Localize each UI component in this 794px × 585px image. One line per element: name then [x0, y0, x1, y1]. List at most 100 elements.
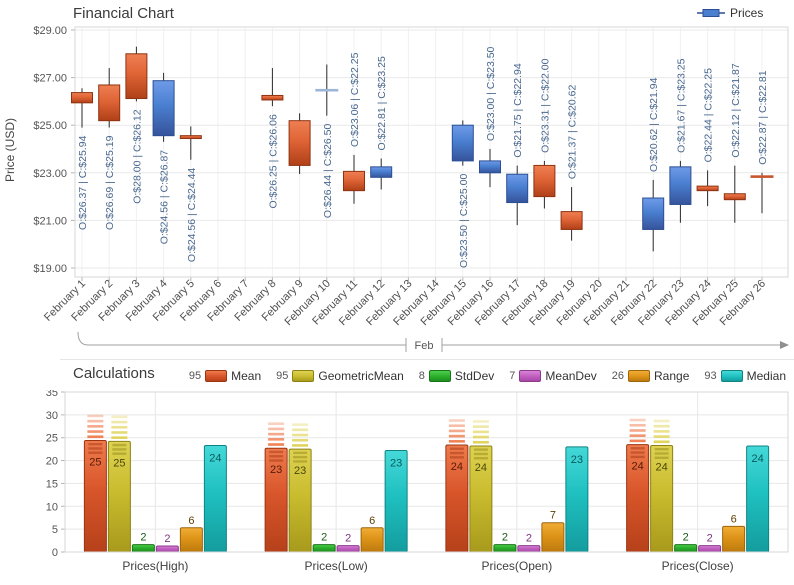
bar-stripe-decoration	[111, 415, 128, 419]
bar-value-label: 24	[475, 462, 487, 474]
bar-value-label: 7	[550, 510, 556, 522]
prices-legend-item[interactable]: Prices	[697, 6, 763, 20]
bar-stripe-decoration	[448, 424, 465, 428]
candle-ohlc-label: O:$22.81 | C:$23.25	[376, 56, 388, 151]
legend-item-median[interactable]: 93 Median	[704, 369, 786, 383]
bar-meandev-prices(low)[interactable]	[336, 545, 360, 553]
bar-stripe-decoration	[268, 422, 285, 426]
prices-legend-label: Prices	[730, 6, 764, 20]
candle-february-23[interactable]: O:$21.67 | C:$23.25	[669, 58, 692, 223]
bar-stripe-decoration	[111, 425, 128, 429]
candle-february-15[interactable]: O:$23.50 | C:$25.00	[451, 120, 474, 269]
bar-stripe-decoration	[292, 423, 309, 426]
bar-stripe-decoration	[269, 450, 284, 454]
bar-stripe-decoration	[653, 440, 670, 444]
candle-body	[506, 173, 529, 204]
category-label: Prices(High)	[122, 559, 188, 573]
candle-february-10[interactable]: O:$26.44 | C:$26.50	[315, 64, 339, 219]
bar-stripe-decoration	[630, 455, 645, 459]
y-axis-tick-label: $29.00	[33, 25, 67, 37]
candle-february-3[interactable]: O:$28.00 | C:$26.12	[125, 46, 148, 204]
candle-doji-dash	[750, 175, 774, 178]
candle-february-4[interactable]: O:$24.56 | C:$26.87	[152, 72, 175, 244]
candle-doji-dash	[315, 88, 339, 92]
legend-label: MeanDev	[545, 369, 597, 383]
bar-stddev-prices(close)[interactable]	[674, 544, 698, 553]
candle-february-12[interactable]: O:$22.81 | C:$23.25	[370, 56, 393, 190]
y-axis-tick-label: $25.00	[33, 120, 67, 132]
candle-february-22[interactable]: O:$20.62 | C:$21.94	[642, 77, 665, 252]
legend-item-mean[interactable]: 95 Mean	[189, 369, 261, 383]
candle-body	[71, 92, 93, 104]
bar-range-prices(high)[interactable]	[179, 527, 203, 553]
candle-february-24[interactable]: O:$22.44 | C:$22.25	[696, 68, 719, 207]
bar-value-label: 2	[502, 532, 508, 544]
bar-range-prices(open)[interactable]	[541, 522, 565, 553]
bar-stddev-prices(open)[interactable]	[493, 544, 517, 553]
candle-ohlc-label: O:$23.50 | C:$25.00	[458, 174, 470, 269]
bar-stripe-decoration	[472, 420, 489, 423]
bar-value-label: 2	[164, 533, 170, 545]
legend-swatch-icon	[292, 370, 315, 382]
bar-stripe-decoration	[269, 455, 284, 458]
bar-stripe-decoration	[629, 434, 646, 437]
candle-body	[179, 135, 202, 140]
y-axis-tick-label: 30	[46, 410, 58, 422]
candle-february-8[interactable]: O:$26.25 | C:$26.06	[261, 68, 284, 209]
y-axis-tick-label: $21.00	[33, 215, 67, 227]
candle-february-18[interactable]: O:$23.31 | C:$22.00	[533, 58, 556, 209]
bar-value-label: 24	[209, 452, 221, 464]
bar-stripe-decoration	[448, 419, 465, 422]
legend-value: 95	[188, 370, 202, 382]
band-arrow-icon	[780, 341, 789, 349]
legend-item-meandev[interactable]: 7 MeanDev	[509, 369, 596, 383]
legend-label: Range	[654, 369, 690, 383]
bar-stripe-decoration	[88, 451, 103, 454]
candle-february-25[interactable]: O:$22.12 | C:$21.87	[723, 63, 746, 223]
bar-stddev-prices(low)[interactable]	[312, 544, 336, 553]
bar-meandev-prices(open)[interactable]	[517, 545, 541, 553]
bar-value-label: 25	[89, 456, 101, 468]
bar-stripe-decoration	[654, 447, 669, 451]
legend-item-range[interactable]: 26 Range	[612, 369, 690, 383]
legend-value: 26	[611, 370, 625, 382]
bar-stripe-decoration	[268, 427, 285, 431]
bar-value-label: 23	[294, 465, 306, 477]
bar-meandev-prices(close)[interactable]	[698, 545, 722, 553]
legend-item-geometricmean[interactable]: 95 GeometricMean	[276, 369, 404, 383]
legend-label: Mean	[231, 369, 262, 383]
legend-icon-body	[702, 9, 720, 17]
bar-range-prices(low)[interactable]	[360, 527, 384, 553]
candle-february-5[interactable]: O:$24.56 | C:$24.44	[179, 126, 202, 262]
bar-stddev-prices(high)[interactable]	[131, 544, 155, 553]
legend-label: GeometricMean	[318, 369, 404, 383]
legend-item-stddev[interactable]: 8 StdDev	[419, 369, 494, 383]
candle-february-9[interactable]	[288, 113, 311, 174]
candle-february-16[interactable]: O:$23.00 | C:$23.50	[479, 46, 501, 188]
bar-stripe-decoration	[449, 447, 464, 450]
bar-stripe-decoration	[87, 414, 104, 418]
candle-february-17[interactable]: O:$21.75 | C:$22.94	[506, 63, 529, 226]
candle-february-2[interactable]: O:$26.69 | C:$25.19	[98, 68, 121, 230]
legend-label: StdDev	[454, 369, 495, 383]
candle-february-11[interactable]: O:$23.06 | C:$22.25	[343, 52, 365, 204]
y-axis-tick-label: $23.00	[33, 168, 67, 180]
candle-ohlc-label: O:$21.37 | C:$20.62	[567, 85, 579, 180]
bar-stripe-decoration	[112, 443, 127, 447]
bar-meandev-prices(high)[interactable]	[155, 545, 179, 553]
bar-stripe-decoration	[653, 424, 670, 428]
bar-stripe-decoration	[472, 425, 489, 428]
bar-stripe-decoration	[448, 429, 465, 433]
candle-ohlc-label: O:$26.25 | C:$26.06	[267, 114, 279, 209]
candle-ohlc-label: O:$21.75 | C:$22.94	[512, 63, 524, 158]
bar-stripe-decoration	[630, 447, 645, 450]
bar-stripe-decoration	[87, 419, 104, 423]
y-axis-tick-label: 5	[52, 524, 58, 536]
candle-february-26[interactable]: O:$22.87 | C:$22.81	[750, 70, 774, 214]
candle-february-1[interactable]: O:$26.37 | C:$25.94	[71, 88, 93, 230]
candle-ohlc-label: O:$26.44 | C:$26.50	[322, 124, 334, 219]
bar-stripe-decoration	[630, 451, 645, 454]
bar-range-prices(close)[interactable]	[722, 525, 746, 553]
candle-february-19[interactable]: O:$21.37 | C:$20.62	[560, 85, 583, 241]
y-axis-tick-label: 35	[46, 390, 58, 399]
